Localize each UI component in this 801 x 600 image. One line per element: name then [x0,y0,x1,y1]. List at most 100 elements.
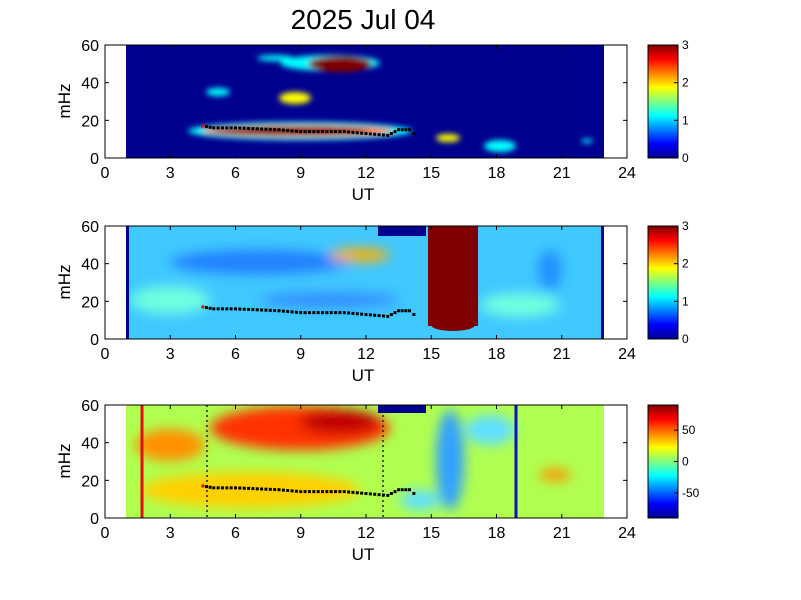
trace-marker [400,128,404,132]
panel-2-trace-markers [201,305,416,318]
trace-marker [351,490,355,494]
chart-title: 2025 Jul 04 [291,4,436,35]
trace-marker [355,491,359,495]
x-tick-label: 24 [618,525,636,542]
trace-marker [393,490,397,494]
trace-marker [351,311,355,315]
trace-marker [400,488,404,492]
panel-3-feature-blue-column [436,410,464,510]
trace-marker [368,132,372,136]
trace-marker [299,311,303,315]
x-tick-label: 6 [231,525,240,542]
trace-marker [338,130,342,134]
panel-3: 0 3 6 9 12 15 18 21 24 0 20 40 60 UT mHz -50 0 50 [55,398,700,564]
panel-2-feature-blue-band-2 [260,292,400,308]
panel-2-edge-left [126,226,129,339]
trace-marker [290,489,294,493]
x-tick-label: 0 [101,346,110,363]
trace-marker [325,130,329,134]
trace-marker [286,129,290,133]
trace-marker [397,488,401,492]
trace-marker [360,131,364,135]
trace-marker [404,128,408,132]
trace-marker [408,128,411,132]
trace-marker [277,309,281,313]
trace-marker [268,308,272,312]
trace-marker [212,307,216,311]
colorbar-tick-label: 1 [682,113,689,127]
x-tick-label: 12 [357,525,375,542]
trace-marker [338,490,342,494]
trace-marker [412,132,416,136]
colorbar-tick-label: 2 [682,76,689,90]
colorbar-tick-label: 2 [682,257,689,271]
panel-3-feature-blue-top [378,405,426,413]
trace-marker [273,488,277,492]
colorbar-tick-label: 1 [682,294,689,308]
x-tick-label: 21 [553,165,571,182]
trace-marker [316,490,320,494]
trace-marker [264,487,268,491]
trace-marker [364,492,368,496]
trace-marker [325,311,329,315]
trace-marker [360,491,364,495]
trace-marker [273,128,277,132]
x-tick-label: 15 [422,346,440,363]
y-tick-label: 0 [90,151,99,168]
trace-marker [338,311,342,315]
trace-marker [255,487,259,491]
y-tick-label: 40 [81,436,99,453]
x-tick-label: 3 [166,525,175,542]
trace-marker [373,313,377,317]
colorbar-tick-label: 0 [682,151,689,165]
panel-3-colorbar [647,404,679,519]
trace-marker [373,132,377,136]
trace-marker [286,489,290,493]
x-tick-label: 12 [357,165,375,182]
trace-marker [334,311,338,315]
x-tick-label: 6 [231,346,240,363]
trace-marker [307,130,311,134]
trace-marker [347,490,351,494]
panel-1-feature-small-blob [206,88,230,96]
trace-marker [389,313,393,317]
y-tick-label: 60 [81,219,99,236]
panel-1-ylabel: mHz [55,84,74,119]
trace-marker [312,490,316,494]
trace-marker [260,487,264,491]
trace-marker [329,130,333,134]
colorbar-tick-label: 50 [682,423,696,437]
trace-marker [212,126,216,130]
trace-marker [208,306,212,310]
trace-marker [273,309,277,313]
trace-marker [377,493,381,497]
trace-marker [264,127,268,131]
trace-marker [381,493,385,497]
trace-marker [334,130,338,134]
x-tick-label: 0 [101,525,110,542]
trace-marker [281,488,285,492]
y-tick-label: 60 [81,398,99,415]
trace-marker [389,492,393,496]
x-tick-label: 21 [553,525,571,542]
trace-marker [294,310,298,314]
trace-marker [238,126,242,130]
panel-1-feature-right-dot [581,139,593,143]
panel-2-feature-right-blue [538,250,562,290]
panel-1-colorbar [647,44,679,159]
panel-3-feature-orange-right [539,469,571,481]
colorbar-tick-label: 3 [682,38,689,52]
trace-marker [286,310,290,314]
trace-marker [404,488,408,492]
trace-marker [312,311,316,315]
trace-marker [321,311,324,315]
trace-marker [220,126,224,130]
trace-marker [368,313,372,317]
colorbar-tick-label: 3 [682,219,689,233]
colorbar-tick-label: -50 [682,486,700,500]
trace-marker [368,492,372,496]
panel-2-colorbar [647,225,679,340]
panel-1-feature-top-left [257,55,293,61]
